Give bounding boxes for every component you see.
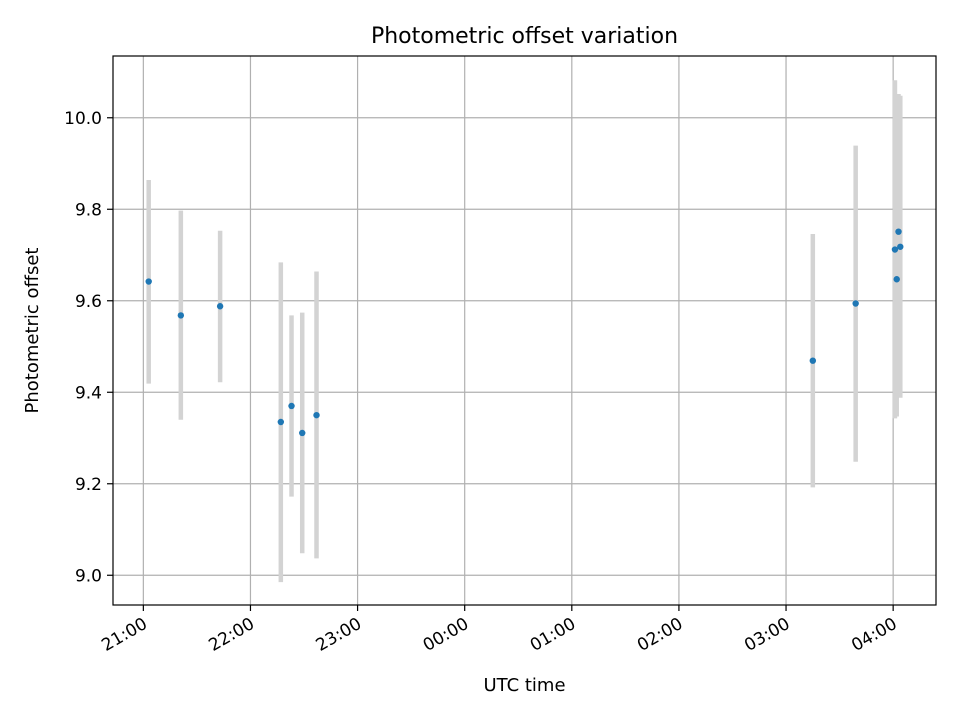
plot-frame	[112, 55, 937, 606]
y-tick-label: 10.0	[64, 109, 102, 129]
chart-title: Photometric offset variation	[371, 24, 678, 49]
data-point	[313, 411, 320, 419]
data-point	[177, 312, 185, 319]
data-point	[809, 357, 817, 364]
x-axis-label: UTC time	[483, 675, 565, 696]
y-tick-label: 9.4	[75, 383, 102, 403]
data-point	[897, 243, 904, 250]
y-tick-label: 9.0	[75, 566, 102, 586]
data-point	[893, 276, 900, 283]
data-point	[895, 228, 902, 235]
y-tick-label: 9.6	[75, 292, 102, 312]
data-point	[891, 246, 899, 253]
y-axis-label: Photometric offset	[22, 248, 43, 414]
data-point	[277, 418, 285, 426]
data-point	[216, 303, 224, 310]
data-point	[299, 429, 306, 437]
data-point	[145, 278, 152, 285]
data-points	[145, 228, 904, 437]
grid-lines	[113, 56, 936, 605]
y-tick-label: 9.8	[75, 200, 102, 220]
y-axis-ticks: 9.0 9.2 9.4 9.6 9.8 10.0	[64, 109, 113, 586]
data-point	[288, 402, 295, 410]
y-tick-label: 9.2	[75, 475, 102, 495]
data-point	[852, 300, 859, 307]
